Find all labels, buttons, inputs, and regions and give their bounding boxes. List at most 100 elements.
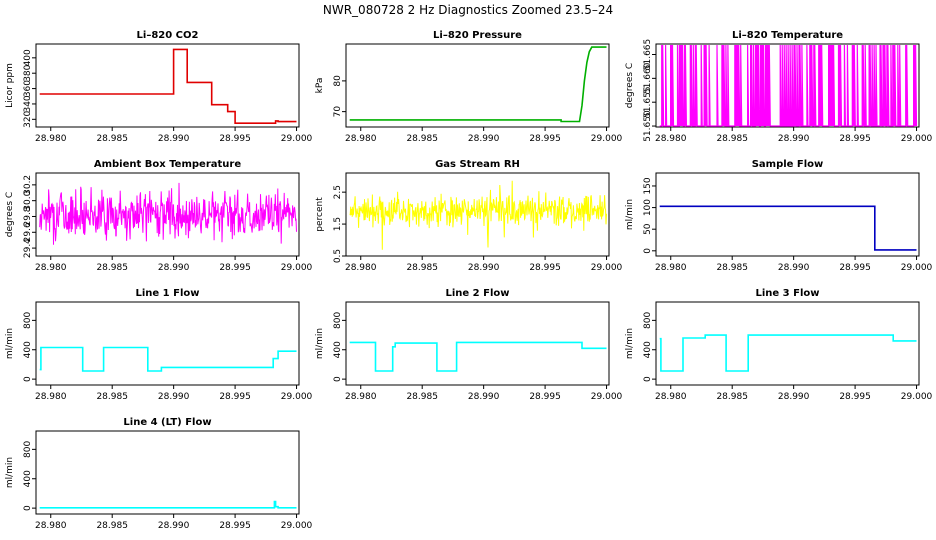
y-tick-label-temperature-2: 51.660 (643, 62, 653, 94)
y-tick-label-temperature-1: 51.655 (643, 86, 653, 118)
y-tick-label-sample_flow-2: 100 (643, 199, 653, 216)
x-tick-label-line2-0: 28.980 (345, 392, 377, 402)
y-tick-label-pressure-0: 70 (333, 106, 343, 118)
y-axis-label-line3: ml/min (625, 328, 635, 359)
panel-title-co2: Li–820 CO2 (137, 30, 199, 41)
x-tick-label-ambient-4: 29.000 (281, 263, 313, 273)
x-tick-label-ambient-0: 28.980 (35, 263, 67, 273)
panel-title-pressure: Li–820 Pressure (433, 30, 522, 41)
panel-temperature: Li–820 Temperature 28.980 28.985 28.990 28.9… (625, 30, 933, 144)
y-axis-label-sample_flow: ml/min (625, 199, 635, 230)
y-tick-label-co2-4: 400 (23, 49, 33, 66)
x-tick-label-rh-4: 29.000 (591, 263, 623, 273)
x-tick-label-line4-2: 28.990 (158, 521, 190, 531)
y-tick-label-co2-1: 340 (23, 95, 33, 112)
panel-title-line3: Line 3 Flow (756, 288, 820, 299)
x-tick-label-rh-3: 28.995 (529, 263, 561, 273)
y-tick-label-sample_flow-1: 50 (643, 223, 653, 235)
x-tick-label-line1-0: 28.980 (35, 392, 67, 402)
y-tick-label-rh-0: 0.5 (333, 249, 343, 263)
panel-co2: Li–820 CO2 28.980 28.985 28.990 28.995 29.000… (5, 30, 313, 144)
x-tick-label-line3-2: 28.990 (778, 392, 810, 402)
y-tick-label-temperature-0: 51.650 (643, 110, 653, 142)
x-tick-label-line1-1: 28.985 (96, 392, 128, 402)
y-tick-label-co2-2: 360 (23, 80, 33, 97)
plot-frame-sample_flow (655, 172, 920, 257)
panel-title-line2: Line 2 Flow (446, 288, 510, 299)
series-line-co2-0 (39, 48, 297, 124)
series-line-sample_flow-0 (659, 205, 917, 251)
y-tick-label-co2-3: 380 (23, 64, 33, 81)
y-tick-label-sample_flow-3: 150 (643, 177, 653, 194)
x-tick-label-ambient-2: 28.990 (158, 263, 190, 273)
x-tick-label-co2-2: 28.990 (158, 134, 190, 144)
x-tick-label-line1-3: 28.995 (219, 392, 251, 402)
panel-line2: Line 2 Flow 28.980 28.985 28.990 28.995 29.00… (315, 288, 623, 402)
y-tick-label-line1-1: 400 (23, 341, 33, 358)
y-axis-label-line1: ml/min (5, 328, 15, 359)
panel-line3: Line 3 Flow 28.980 28.985 28.990 28.995 29.00… (625, 288, 933, 402)
y-tick-label-line2-2: 800 (333, 312, 343, 329)
x-tick-label-line4-3: 28.995 (219, 521, 251, 531)
x-tick-label-pressure-3: 28.995 (529, 134, 561, 144)
x-tick-label-line2-3: 28.995 (529, 392, 561, 402)
x-tick-label-line2-2: 28.990 (468, 392, 500, 402)
y-tick-label-line2-1: 400 (333, 341, 343, 358)
plot-frame-ambient (35, 172, 300, 257)
plot-frame-rh (345, 172, 610, 257)
y-axis-label-ambient: degrees C (5, 192, 15, 237)
x-tick-label-line3-0: 28.980 (655, 392, 687, 402)
y-axis-label-co2: Licor ppm (5, 63, 15, 108)
panel-line4: Line 4 (LT) Flow 28.980 28.985 28.990 28.995… (5, 417, 313, 531)
series-line-line4-0 (39, 500, 297, 509)
x-tick-label-sample_flow-3: 28.995 (839, 263, 871, 273)
y-axis-label-temperature: degrees C (625, 63, 635, 108)
figure-title: NWR_080728 2 Hz Diagnostics Zoomed 23.5–… (323, 3, 613, 17)
y-tick-label-line2-0: 0 (333, 376, 343, 382)
series-line-pressure-0 (349, 46, 607, 123)
x-tick-label-co2-4: 29.000 (281, 134, 313, 144)
panel-title-line1: Line 1 Flow (136, 288, 200, 299)
y-tick-label-line4-0: 0 (23, 505, 33, 511)
y-axis-label-pressure: kPa (315, 78, 325, 94)
x-tick-label-pressure-1: 28.985 (406, 134, 438, 144)
y-tick-label-line3-1: 400 (643, 341, 653, 358)
x-tick-label-temperature-4: 29.000 (901, 134, 933, 144)
series-line-temperature (659, 44, 918, 127)
x-tick-label-sample_flow-1: 28.985 (716, 263, 748, 273)
x-tick-label-temperature-2: 28.990 (778, 134, 810, 144)
x-tick-label-line3-1: 28.985 (716, 392, 748, 402)
plot-frame-pressure (345, 43, 610, 128)
series-line-rh (349, 180, 607, 250)
x-tick-label-pressure-4: 29.000 (591, 134, 623, 144)
x-tick-label-sample_flow-4: 29.000 (901, 263, 933, 273)
plot-frame-line2 (345, 301, 610, 386)
y-tick-label-pressure-1: 80 (333, 75, 343, 87)
x-tick-label-pressure-2: 28.990 (468, 134, 500, 144)
x-tick-label-sample_flow-2: 28.990 (778, 263, 810, 273)
y-axis-label-rh: percent (315, 197, 325, 232)
y-tick-label-ambient-1: 29.6 (23, 222, 33, 242)
panel-title-temperature: Li–820 Temperature (732, 30, 843, 41)
chart-panels: Li–820 CO2 28.980 28.985 28.990 28.995 29.000… (5, 30, 933, 531)
x-tick-label-line4-0: 28.980 (35, 521, 67, 531)
x-tick-label-rh-0: 28.980 (345, 263, 377, 273)
y-tick-label-line1-2: 800 (23, 312, 33, 329)
y-tick-label-line1-0: 0 (23, 376, 33, 382)
x-tick-label-co2-0: 28.980 (35, 134, 67, 144)
x-tick-label-line3-3: 28.995 (839, 392, 871, 402)
x-tick-label-temperature-3: 28.995 (839, 134, 871, 144)
y-tick-label-rh-1: 1.5 (333, 217, 343, 231)
plot-frame-line4 (35, 430, 300, 515)
y-tick-label-line4-2: 800 (23, 441, 33, 458)
series-line-line1-0 (39, 346, 297, 372)
y-tick-label-ambient-3: 30.0 (23, 190, 33, 210)
panel-line1: Line 1 Flow 28.980 28.985 28.990 28.995 29.00… (5, 288, 313, 402)
y-tick-label-line3-0: 0 (643, 376, 653, 382)
plot-frame-line1 (35, 301, 300, 386)
series-line-line3-0 (659, 334, 917, 372)
panel-ambient: Ambient Box Temperature 28.980 28.985 28.99… (5, 159, 313, 273)
y-axis-label-line2: ml/min (315, 328, 325, 359)
panel-title-rh: Gas Stream RH (435, 159, 520, 170)
